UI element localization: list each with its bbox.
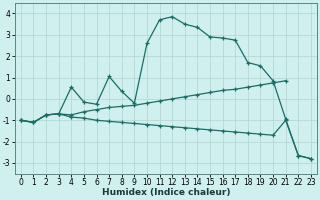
X-axis label: Humidex (Indice chaleur): Humidex (Indice chaleur) <box>102 188 230 197</box>
